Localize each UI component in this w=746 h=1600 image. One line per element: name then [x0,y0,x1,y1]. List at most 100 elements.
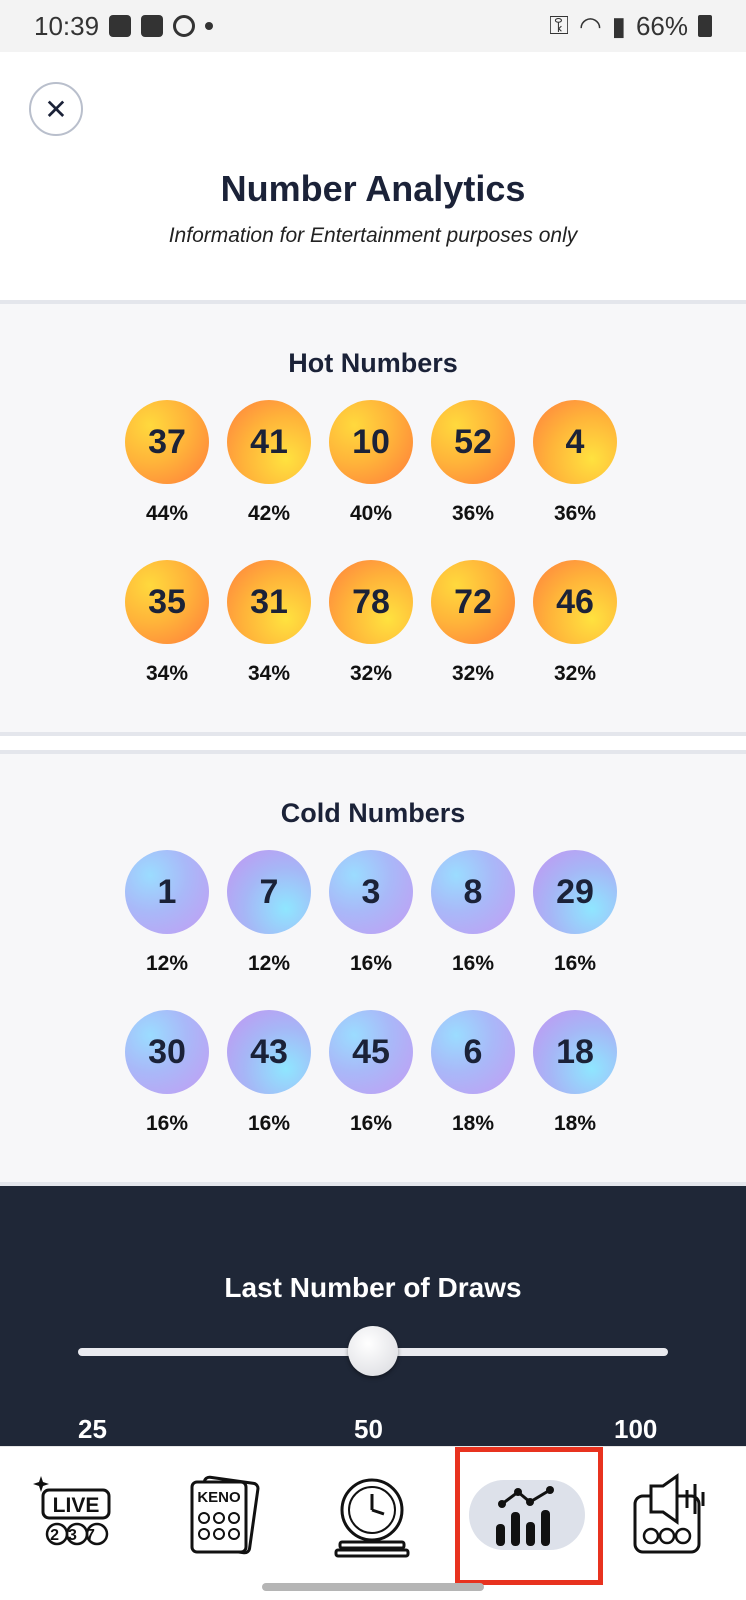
live-icon: LIVE 237 [33,1476,111,1546]
cold-ball-cell: 30 16% [125,1010,209,1170]
cold-ball-cell: 18 18% [533,1010,617,1170]
cold-ball-cell: 7 12% [227,850,311,1010]
signal-icon: ▮ [611,10,626,41]
page-subtitle: Information for Entertainment purposes o… [168,224,578,247]
draws-min-label: 25 [78,1414,107,1444]
nav-item-live[interactable]: LIVE 237 [18,1455,138,1575]
cold-numbers-title: Cold Numbers [280,798,466,828]
hot-numbers-title: Hot Numbers [288,348,458,378]
nav-item-analytics[interactable] [467,1455,587,1575]
hot-ball-cell: 72 32% [431,560,515,720]
record-icon [173,15,196,37]
cold-ball-cell: 8 16% [431,850,515,1010]
cold-ball-cell: 1 12% [125,850,209,1010]
shield-icon [141,15,164,37]
wifi-icon: ◠ [578,10,602,41]
cold-ball-percent: 18% [553,1112,597,1135]
hot-ball-cell: 46 32% [533,560,617,720]
hot-ball: 52 [431,400,515,484]
analytics-icon [496,1486,554,1546]
cold-ball: 6 [431,1010,515,1094]
hot-ball-cell: 78 32% [329,560,413,720]
hot-ball-cell: 35 34% [125,560,209,720]
hot-ball: 46 [533,560,617,644]
cold-ball-percent: 16% [247,1112,291,1135]
cold-numbers-panel: Cold Numbers 1 12% 7 12% 3 16% 8 16% 29 16% 3… [0,750,746,1186]
cold-ball: 30 [125,1010,209,1094]
cold-ball-percent: 16% [349,1112,393,1135]
cold-numbers-grid: 1 12% 7 12% 3 16% 8 16% 29 16% 30 16% 43 16% 45… [125,850,621,1170]
hot-ball-cell: 31 34% [227,560,311,720]
hot-ball: 37 [125,400,209,484]
hot-ball: 78 [329,560,413,644]
home-indicator[interactable] [262,1583,484,1591]
live-icon-digits: 237 [50,1527,104,1544]
hot-ball: 41 [227,400,311,484]
cold-ball-percent: 12% [247,952,291,975]
hot-ball-percent: 32% [451,662,495,685]
cold-ball: 3 [329,850,413,934]
announcement-icon [633,1473,705,1554]
hot-ball-percent: 40% [349,502,393,525]
cold-ball-cell: 6 18% [431,1010,515,1170]
cold-ball-percent: 16% [451,952,495,975]
cold-ball-percent: 16% [145,1112,189,1135]
hot-ball-cell: 4 36% [533,400,617,560]
hot-ball: 10 [329,400,413,484]
nav-item-keno[interactable]: KENO [162,1455,282,1575]
cold-ball-percent: 18% [451,1112,495,1135]
status-time: 10:39 [34,10,100,41]
notification-dot-icon [205,22,214,30]
cold-ball-percent: 12% [145,952,189,975]
cold-ball-percent: 16% [553,952,597,975]
hot-ball-percent: 44% [145,502,189,525]
cold-ball: 1 [125,850,209,934]
cold-ball: 29 [533,850,617,934]
status-right: ⚿ ◠ ▮ 66% [549,10,712,42]
hot-ball: 72 [431,560,515,644]
cold-ball-cell: 3 16% [329,850,413,1010]
hot-ball-percent: 34% [145,662,189,685]
cold-ball-percent: 16% [349,952,393,975]
live-icon-label: LIVE [53,1494,100,1517]
cold-ball: 45 [329,1010,413,1094]
cold-ball: 7 [227,850,311,934]
hot-ball-cell: 10 40% [329,400,413,560]
cold-ball: 18 [533,1010,617,1094]
key-icon: ⚿ [549,10,569,40]
hot-ball-cell: 52 36% [431,400,515,560]
page-title: Number Analytics [220,168,526,209]
close-button[interactable]: ✕ [29,82,83,136]
cold-ball-cell: 43 16% [227,1010,311,1170]
draws-slider-thumb[interactable] [348,1326,398,1376]
nav-item-announcements[interactable] [612,1455,732,1575]
header: ✕ Number Analytics Information for Enter… [0,52,746,300]
close-icon: ✕ [44,93,68,125]
bottom-nav: LIVE 237 KENO [0,1446,746,1600]
cold-ball-cell: 45 16% [329,1010,413,1170]
keno-icon: KENO [190,1475,260,1555]
gallery-icon [109,15,132,37]
cold-ball-cell: 29 16% [533,850,617,1010]
active-tab-highlight [455,1447,603,1585]
battery-percent: 66% [635,10,688,41]
draws-title: Last Number of Draws [224,1272,522,1303]
cold-ball: 8 [431,850,515,934]
draws-mid-label: 50 [354,1414,383,1444]
hot-ball-cell: 41 42% [227,400,311,560]
hot-numbers-panel: Hot Numbers 37 44% 41 42% 10 40% 52 36% 4 36%… [0,300,746,736]
hot-ball-percent: 36% [553,502,597,525]
hot-ball: 35 [125,560,209,644]
keno-icon-label: KENO [197,1489,241,1506]
cold-ball: 43 [227,1010,311,1094]
clock-icon [334,1478,410,1558]
hot-ball-percent: 32% [553,662,597,685]
hot-ball: 4 [533,400,617,484]
hot-ball-cell: 37 44% [125,400,209,560]
hot-ball-percent: 36% [451,502,495,525]
nav-item-history[interactable] [312,1455,432,1575]
hot-ball-percent: 32% [349,662,393,685]
hot-ball-percent: 34% [247,662,291,685]
battery-icon [698,15,712,37]
hot-ball: 31 [227,560,311,644]
